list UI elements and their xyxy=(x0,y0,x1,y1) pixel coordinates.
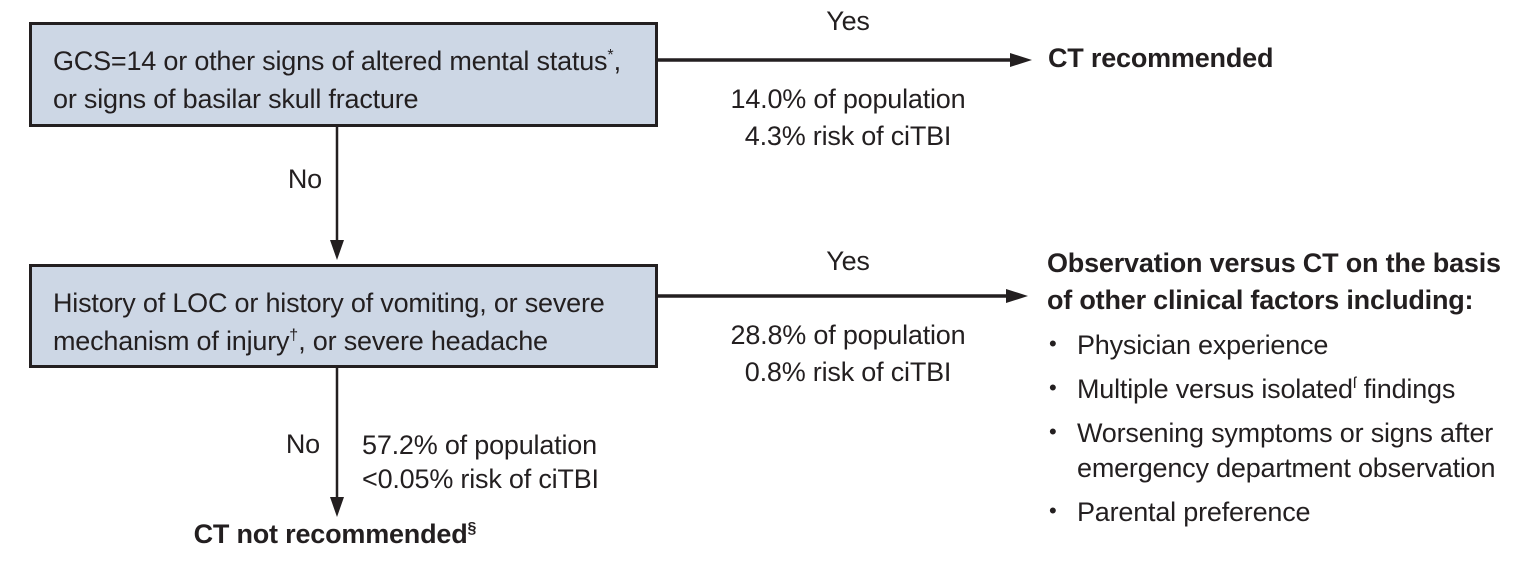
arrow-gcs-yes xyxy=(658,53,1032,67)
branch-label-history-yes: Yes xyxy=(826,246,870,276)
observation-heading: Observation versus CT on the basis of ot… xyxy=(1047,248,1501,315)
footnote-dagger: † xyxy=(289,327,299,344)
population-stat: 28.8% of population xyxy=(730,320,966,350)
decision-node-gcs: GCS=14 or other signs of altered mental … xyxy=(29,22,658,127)
branch-label-history-no: No xyxy=(285,429,320,459)
decision-node-gcs-line1: GCS=14 or other signs of altered mental … xyxy=(53,46,621,76)
list-item-parental-preference: • Parental preference xyxy=(1047,495,1509,530)
footnote-section: § xyxy=(467,520,477,537)
outcome-observation-block: Observation versus CT on the basis of ot… xyxy=(1047,245,1509,530)
clinical-factors-list: • Physician experience • Multiple versus… xyxy=(1047,328,1509,530)
footnote-long-s: ſ xyxy=(1352,375,1357,392)
bullet-icon: • xyxy=(1049,375,1057,400)
population-stat: 57.2% of population xyxy=(362,430,597,460)
bullet-icon: • xyxy=(1049,498,1057,523)
arrow-history-yes xyxy=(658,289,1028,303)
outcome-ct-recommended: CT recommended xyxy=(1048,43,1274,73)
list-item-worsening-symptoms: • Worsening symptoms or signs after emer… xyxy=(1047,416,1509,486)
risk-stat: <0.05% risk of ciTBI xyxy=(362,464,599,494)
footnote-asterisk: * xyxy=(607,47,614,64)
arrow-history-no xyxy=(330,368,344,517)
decision-node-gcs-line2: or signs of basilar skull fracture xyxy=(53,84,419,114)
list-item-physician-experience: • Physician experience xyxy=(1047,328,1509,363)
risk-stat: 4.3% risk of ciTBI xyxy=(744,121,952,151)
branch-stats-history-yes: 28.8% of population 0.8% risk of ciTBI xyxy=(668,317,1028,391)
branch-stats-gcs-yes: 14.0% of population 4.3% risk of ciTBI xyxy=(668,81,1028,155)
outcome-ct-not-recommended: CT not recommended§ xyxy=(193,519,477,549)
population-stat: 14.0% of population xyxy=(730,84,966,114)
bullet-icon: • xyxy=(1049,419,1057,444)
branch-label-gcs-yes: Yes xyxy=(826,6,870,36)
decision-node-history-line2: mechanism of injury†, or severe headache xyxy=(53,326,548,356)
list-item-multiple-vs-isolated: • Multiple versus isolatedſ findings xyxy=(1047,372,1509,407)
branch-label-gcs-no: No xyxy=(287,164,322,194)
decision-node-history: History of LOC or history of vomiting, o… xyxy=(29,264,658,368)
bullet-icon: • xyxy=(1049,331,1057,356)
arrow-gcs-no xyxy=(330,127,344,260)
branch-stats-history-no: 57.2% of population <0.05% risk of ciTBI xyxy=(362,428,682,496)
risk-stat: 0.8% risk of ciTBI xyxy=(744,357,952,387)
decision-node-history-line1: History of LOC or history of vomiting, o… xyxy=(53,288,605,318)
